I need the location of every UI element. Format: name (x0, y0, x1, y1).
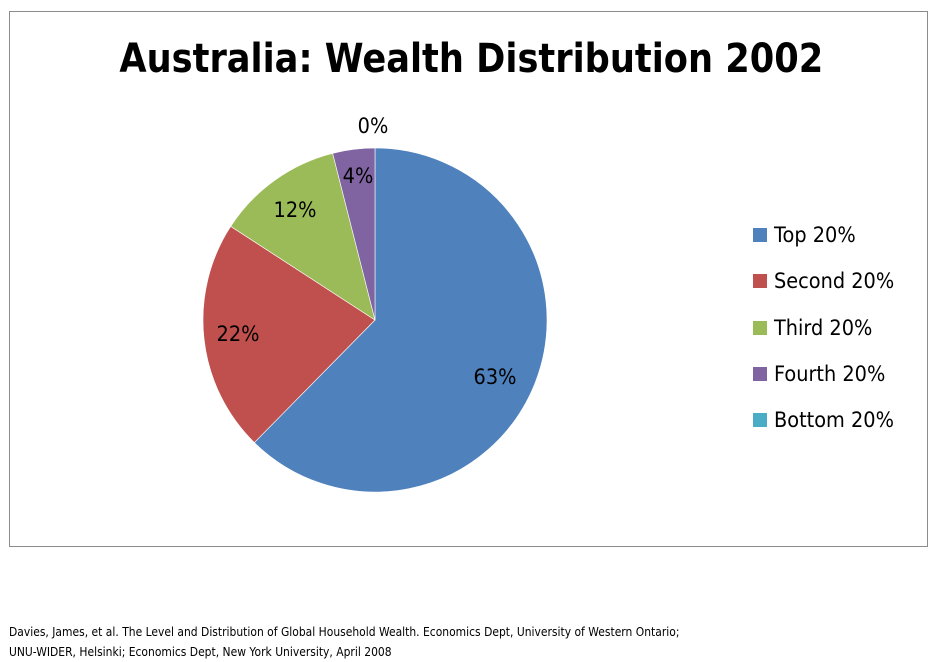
data-label-top: 63% (473, 365, 517, 389)
legend-item-third: Third 20% (753, 305, 905, 351)
legend-label: Second 20% (774, 269, 895, 294)
source-line-1: Davies, James, et al. The Level and Dist… (9, 624, 680, 639)
legend-label: Bottom 20% (774, 408, 894, 433)
pie-slice-third-20 (230, 152, 376, 321)
legend-item-second: Second 20% (753, 258, 905, 304)
source-citation: Davies, James, et al. The Level and Dist… (9, 622, 679, 662)
data-label-third: 12% (273, 198, 317, 222)
data-label-second: 22% (216, 322, 260, 346)
legend-swatch-fourth (753, 367, 767, 382)
legend-item-fourth: Fourth 20% (753, 351, 905, 397)
legend-item-bottom: Bottom 20% (753, 397, 905, 443)
legend-label: Top 20% (774, 223, 856, 248)
legend-swatch-top (753, 228, 767, 243)
data-label-bottom: 0% (357, 114, 389, 138)
legend-swatch-third (753, 320, 767, 335)
legend-swatch-bottom (753, 413, 767, 428)
chart-title: Australia: Wealth Distribution 2002 (119, 36, 824, 82)
source-line-2: UNU-WIDER, Helsinki; Economics Dept, New… (9, 644, 392, 659)
legend-label: Third 20% (774, 315, 873, 340)
pie-slice-fourth-20 (332, 147, 376, 321)
legend: Top 20% Second 20% Third 20% Fourth 20% … (753, 212, 905, 443)
legend-item-top: Top 20% (753, 212, 905, 258)
data-label-fourth: 4% (342, 164, 374, 188)
pie-slice-top-20 (253, 147, 548, 493)
legend-swatch-second (753, 274, 767, 289)
pie-slice-second-20 (202, 225, 376, 443)
legend-label: Fourth 20% (774, 362, 886, 387)
